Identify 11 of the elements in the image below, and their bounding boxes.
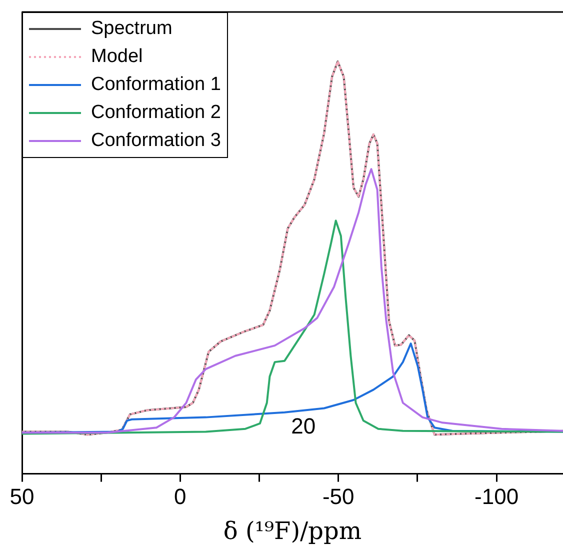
annotation: 20 [291,414,316,439]
legend-label: Spectrum [91,17,172,41]
x-tick-label: 50 [10,484,34,510]
legend-label: Model [91,45,143,69]
x-tick-label: 0 [174,484,186,510]
x-tick-label: -100 [474,484,519,510]
x-tick-label: -50 [322,484,354,510]
legend-label: Conformation 1 [91,73,221,97]
legend-label: Conformation 2 [91,101,221,125]
legend-label: Conformation 3 [91,129,221,153]
x-axis-title: δ (¹⁹F)/ppm [223,516,362,545]
